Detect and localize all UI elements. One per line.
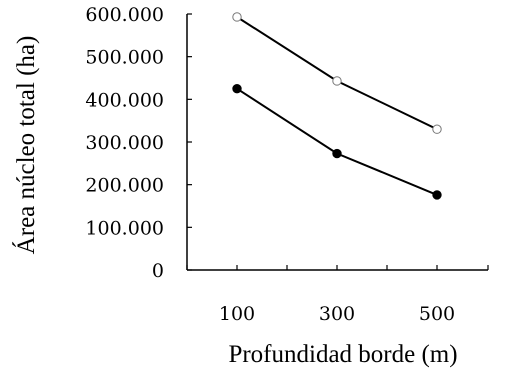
series-layer	[232, 12, 442, 200]
y-tick-label: 100.000	[85, 217, 164, 239]
x-axis: 100 300 500	[186, 265, 489, 325]
data-point	[432, 124, 442, 134]
data-point	[232, 83, 242, 94]
series-2-line	[236, 87, 438, 196]
x-tick-label: 100	[219, 303, 255, 325]
x-axis-title: Profundidad borde (m)	[228, 341, 457, 368]
data-point	[332, 76, 342, 86]
y-axis: 0 100.000 200.000 300.000 400.000 500.000 600.…	[85, 4, 192, 282]
y-tick-label: 500.000	[85, 47, 164, 69]
y-tick-label: 600.000	[85, 4, 164, 26]
data-point	[332, 148, 342, 159]
series-1	[232, 12, 442, 134]
series-1-line	[236, 16, 438, 131]
y-tick-group: 0 100.000 200.000 300.000 400.000 500.000 600.…	[85, 4, 192, 282]
series-2	[232, 83, 442, 200]
y-tick-label: 0	[152, 260, 164, 282]
x-tick-group: 100 300 500	[186, 265, 489, 325]
y-tick-label: 200.000	[85, 175, 164, 197]
data-point	[432, 190, 442, 200]
y-tick-label: 400.000	[85, 89, 164, 111]
y-axis-title: Área núcleo total (ha)	[12, 36, 40, 255]
data-point	[232, 12, 242, 22]
x-tick-label: 300	[319, 303, 355, 325]
y-tick-label: 300.000	[85, 132, 164, 154]
x-tick-label: 500	[419, 303, 455, 325]
